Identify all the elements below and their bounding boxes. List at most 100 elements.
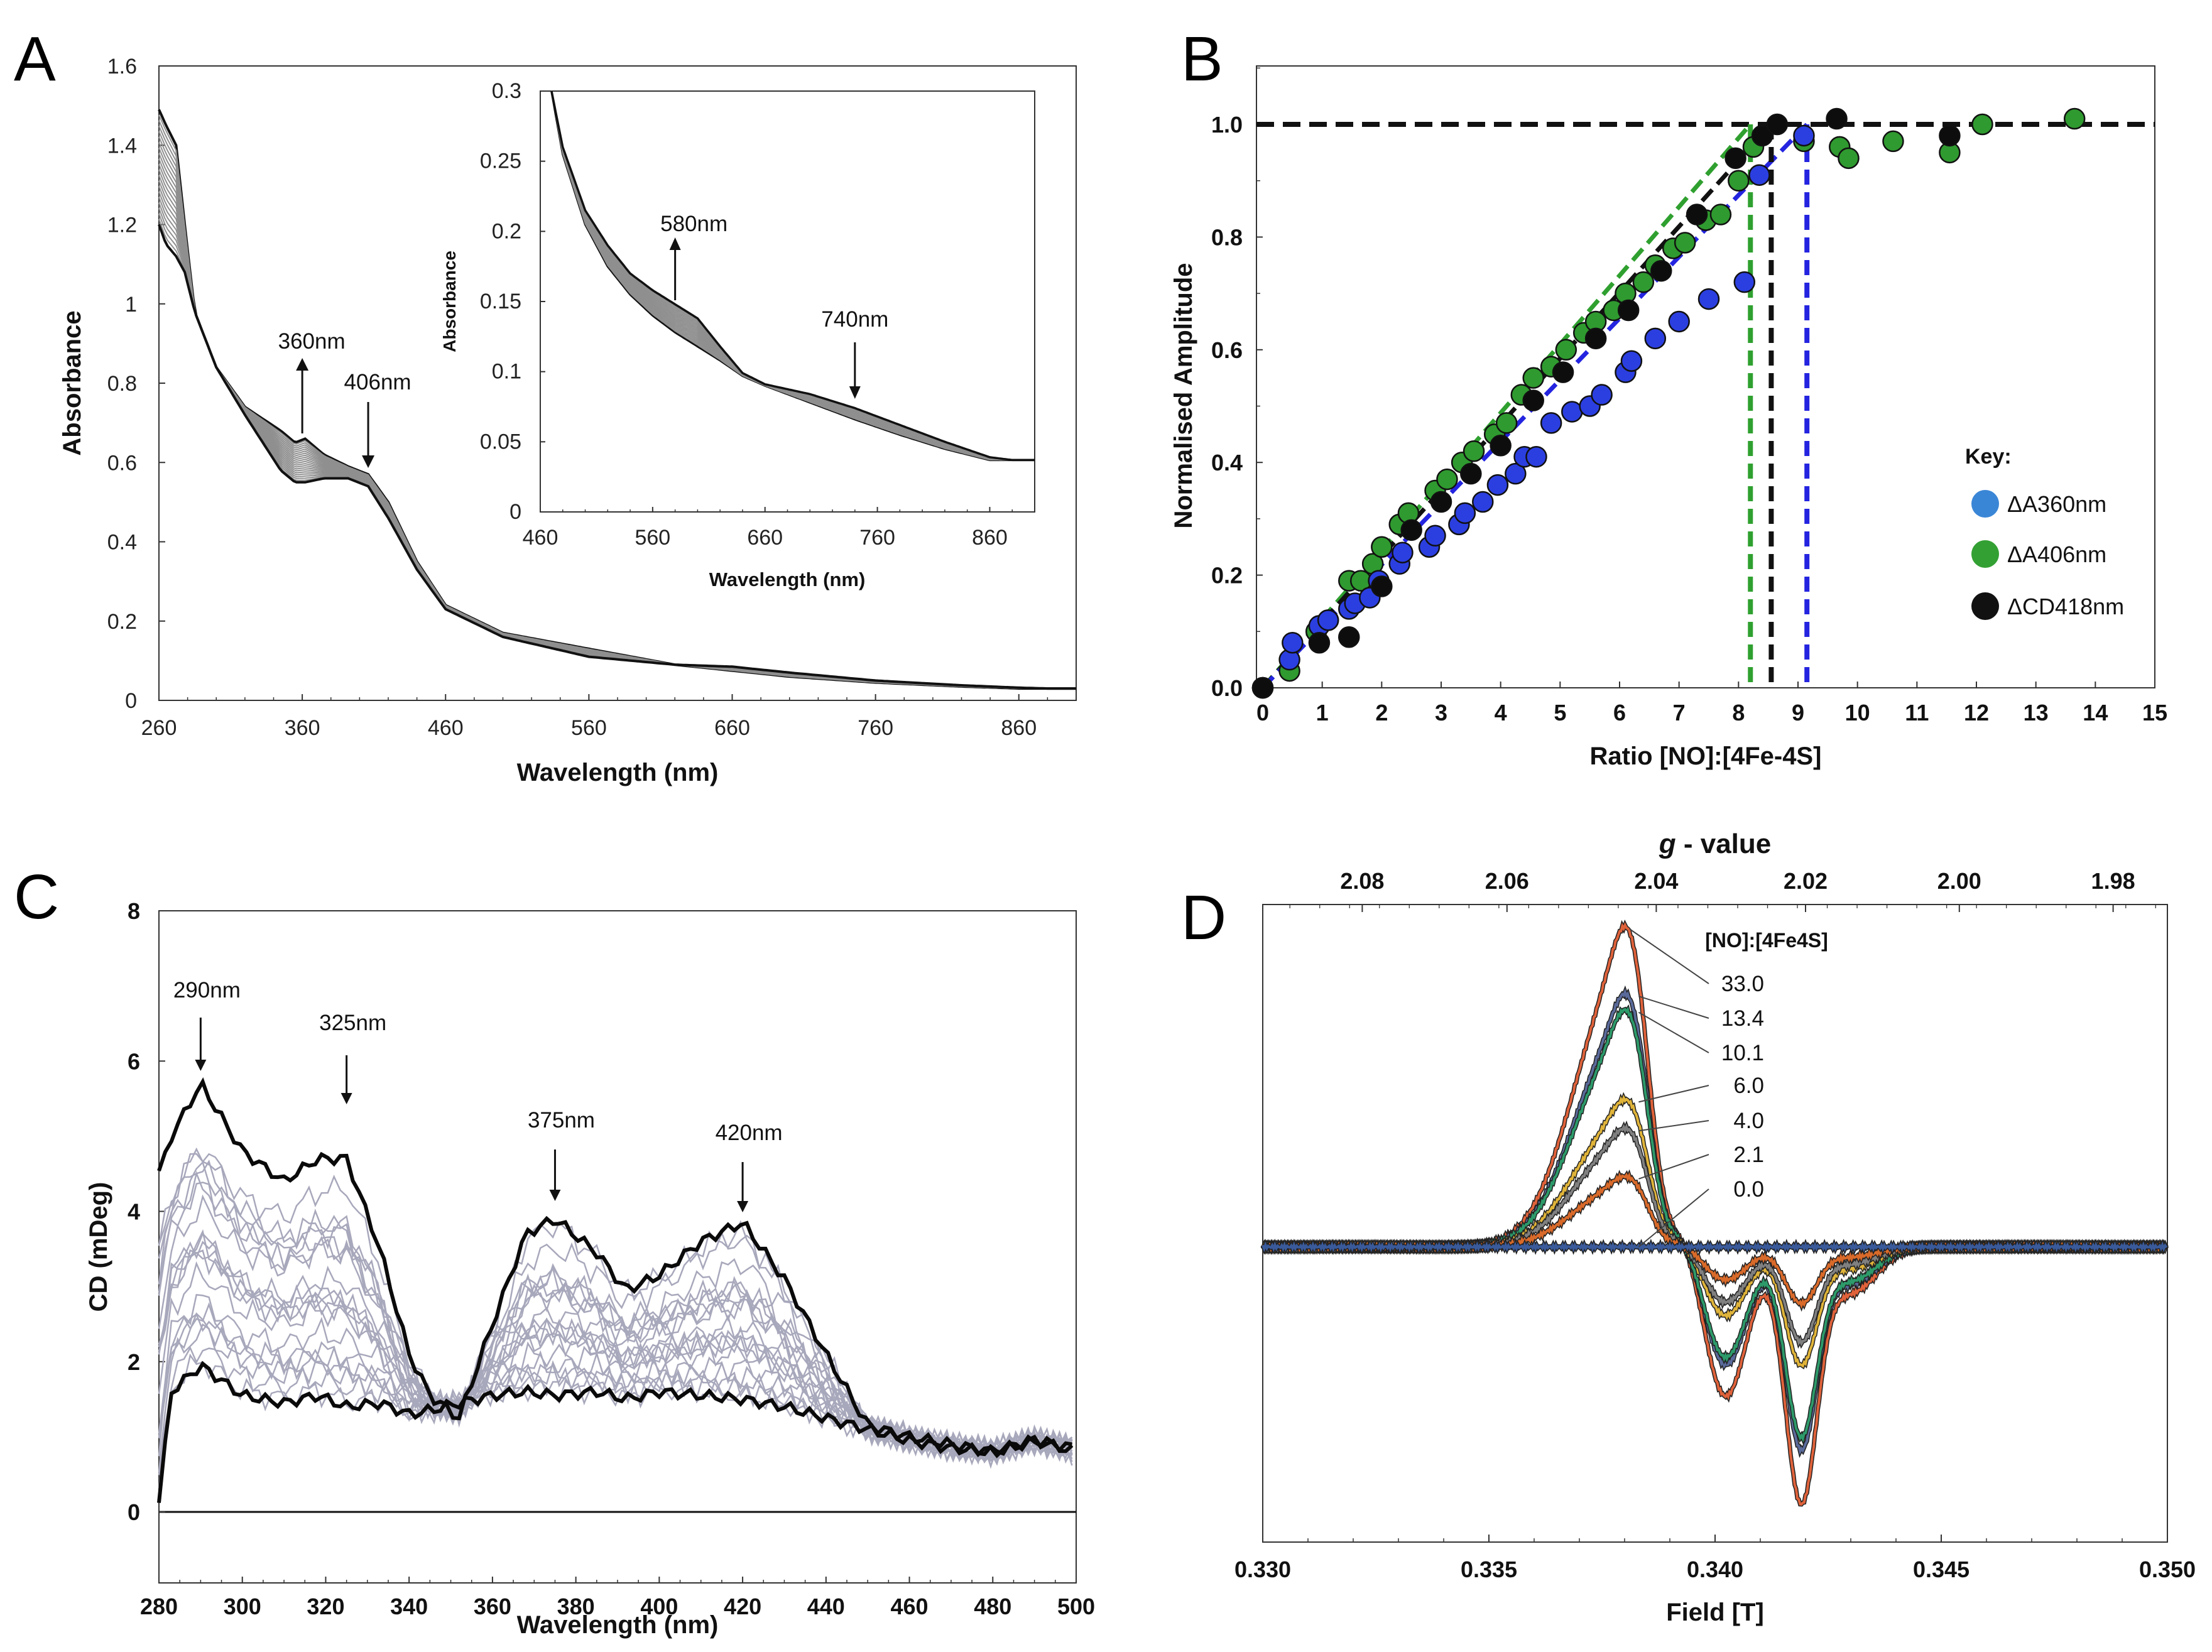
spectrum-trace-bold <box>158 224 1076 690</box>
panel-c-ylabel: CD (mDeg) <box>85 1182 112 1312</box>
legend-label-13.4: 13.4 <box>1721 1006 1764 1031</box>
point-black <box>1251 677 1274 699</box>
point-blue <box>1505 462 1527 485</box>
legend-label-2.1: 2.1 <box>1733 1143 1764 1167</box>
epr-trace-4.0 <box>1262 1123 2168 1347</box>
panel-a-ticks: 260 360 460 560 660 760 860 0 0.2 0.4 0.6 0.8 1 1.2 1.… <box>107 55 1077 740</box>
panel-c-xlabel: Wavelength (nm) <box>517 1611 719 1639</box>
panel-d-frame <box>1262 904 2168 1543</box>
point-black <box>1400 519 1422 541</box>
point-black <box>1939 124 1961 147</box>
y-tick-label: 6 <box>128 1048 140 1074</box>
point-black <box>1584 327 1607 350</box>
inset-x-tick-label: 660 <box>747 526 783 550</box>
point-black <box>1617 299 1640 322</box>
inset-frame <box>540 90 1035 513</box>
fit-line-black <box>1261 122 1773 690</box>
x-tick-label: 6 <box>1613 700 1626 725</box>
epr-trace-outline <box>1262 1120 2169 1349</box>
x-tick-label: 11 <box>1905 700 1929 725</box>
arrowhead-580nm <box>669 237 681 250</box>
annotation-580nm: 580nm <box>660 212 727 236</box>
x-tick-label: 460 <box>428 716 464 740</box>
key-label-cd418: ΔCD418nm <box>2007 594 2124 619</box>
fit-line-green <box>1261 122 1752 690</box>
legend-leader-2.1 <box>1638 1154 1709 1180</box>
y-tick-label: 1.4 <box>107 134 137 158</box>
point-blue <box>1591 384 1613 406</box>
key-swatch-a360 <box>1971 490 1999 518</box>
panel-letter-b: B <box>1181 24 1223 94</box>
panel-b-ylabel: Normalised Amplitude <box>1170 263 1197 528</box>
point-green <box>1709 204 1732 226</box>
point-green <box>1495 412 1518 434</box>
panel-d-xlabel: Field [T] <box>1666 1599 1764 1626</box>
arrowhead-406nm <box>362 455 375 468</box>
key-label-a406: ΔA406nm <box>2007 541 2106 567</box>
panel-d-legend-title: [NO]:[4Fe4S] <box>1705 929 1828 952</box>
legend-label-4.0: 4.0 <box>1733 1109 1764 1133</box>
x-tick-label: 0.345 <box>1913 1557 1970 1582</box>
panel-a-chart: 260 360 460 560 660 760 860 0 0.2 0.4 0.6 0.8 1 1.2 1.… <box>58 55 1077 786</box>
point-green <box>2063 107 2086 130</box>
point-black <box>1308 631 1331 654</box>
panel-a-ylabel: Absorbance <box>58 310 86 455</box>
inset-xlabel: Wavelength (nm) <box>709 568 866 590</box>
y-tick-label: 0.0 <box>1211 675 1243 701</box>
g-tick-label: 1.98 <box>2091 868 2135 894</box>
x-tick-label: 10 <box>1845 700 1870 725</box>
panel-c-annotations: 290nm 325nm 375nm 420nm <box>173 978 783 1145</box>
point-black <box>1751 124 1773 147</box>
x-tick-label: 300 <box>224 1594 261 1619</box>
y-tick-label: 0.8 <box>1211 224 1243 250</box>
point-black <box>1522 389 1544 411</box>
x-tick-label: 0 <box>1256 700 1269 725</box>
x-tick-label: 4 <box>1495 700 1507 725</box>
x-tick-label: 0.340 <box>1687 1557 1743 1582</box>
y-tick-label: 0.2 <box>107 610 137 634</box>
x-tick-label: 260 <box>141 716 177 740</box>
point-black <box>1826 107 1848 130</box>
x-tick-label: 440 <box>807 1594 845 1619</box>
point-black <box>1766 113 1789 136</box>
x-tick-label: 460 <box>891 1594 929 1619</box>
x-tick-label: 0.330 <box>1234 1557 1291 1582</box>
g-value-text: - value <box>1676 829 1772 859</box>
panel-a-inset: 460 560 660 760 860 0 0.05 0.1 0.15 0.2 0.25 0.3 Wa… <box>440 79 1035 590</box>
panel-letter-d: D <box>1181 883 1226 953</box>
annotation-325nm: 325nm <box>319 1011 386 1035</box>
cd-trace <box>158 1249 1073 1460</box>
point-black <box>1430 491 1452 513</box>
inset-x-tick-label: 760 <box>859 526 895 550</box>
panel-c-ticks: 280 300 320 340 360 380 400 420 440 460 480 500 0 2 4 6… <box>128 898 1095 1619</box>
point-blue <box>1540 412 1562 434</box>
x-tick-label: 13 <box>2024 700 2049 725</box>
arrowhead-325nm <box>341 1093 352 1104</box>
panel-b-xlabel: Ratio [NO]:[4Fe-4S] <box>1590 742 1822 770</box>
key-swatch-a406 <box>1971 540 1999 568</box>
inset-y-tick-label: 0.1 <box>492 360 521 384</box>
panel-b-key: Key: ΔA360nm ΔA406nm ΔCD418nm <box>1965 445 2124 620</box>
x-tick-label: 1 <box>1316 700 1329 725</box>
legend-leader-13.4 <box>1638 996 1709 1019</box>
panel-a-annotations: 360nm 406nm <box>278 329 411 394</box>
panel-d-traces <box>1260 919 2169 1507</box>
panel-a-xlabel: Wavelength (nm) <box>517 759 719 786</box>
point-green <box>1555 339 1577 361</box>
inset-ticks: 460 560 660 760 860 0 0.05 0.1 0.15 0.2 0.25 0.3 <box>480 79 1035 550</box>
key-label-a360: ΔA360nm <box>2007 491 2106 517</box>
point-green <box>1674 232 1696 254</box>
g-tick-label: 2.04 <box>1634 868 1678 894</box>
x-tick-label: 320 <box>307 1594 344 1619</box>
legend-label-33.0: 33.0 <box>1721 972 1764 996</box>
x-tick-label: 0.350 <box>2139 1557 2196 1582</box>
g-tick-label: 2.00 <box>1937 868 1981 894</box>
panel-letter-a: A <box>14 24 56 94</box>
point-black <box>1686 204 1708 226</box>
legend-leader-33.0 <box>1629 928 1709 984</box>
x-tick-label: 360 <box>285 716 320 740</box>
x-tick-label: 0.335 <box>1461 1557 1517 1582</box>
panel-c-chart: 280 300 320 340 360 380 400 420 440 460 480 500 0 2 4 6… <box>85 898 1095 1639</box>
inset-x-tick-label: 860 <box>972 526 1008 550</box>
legend-label-10.1: 10.1 <box>1721 1041 1764 1065</box>
